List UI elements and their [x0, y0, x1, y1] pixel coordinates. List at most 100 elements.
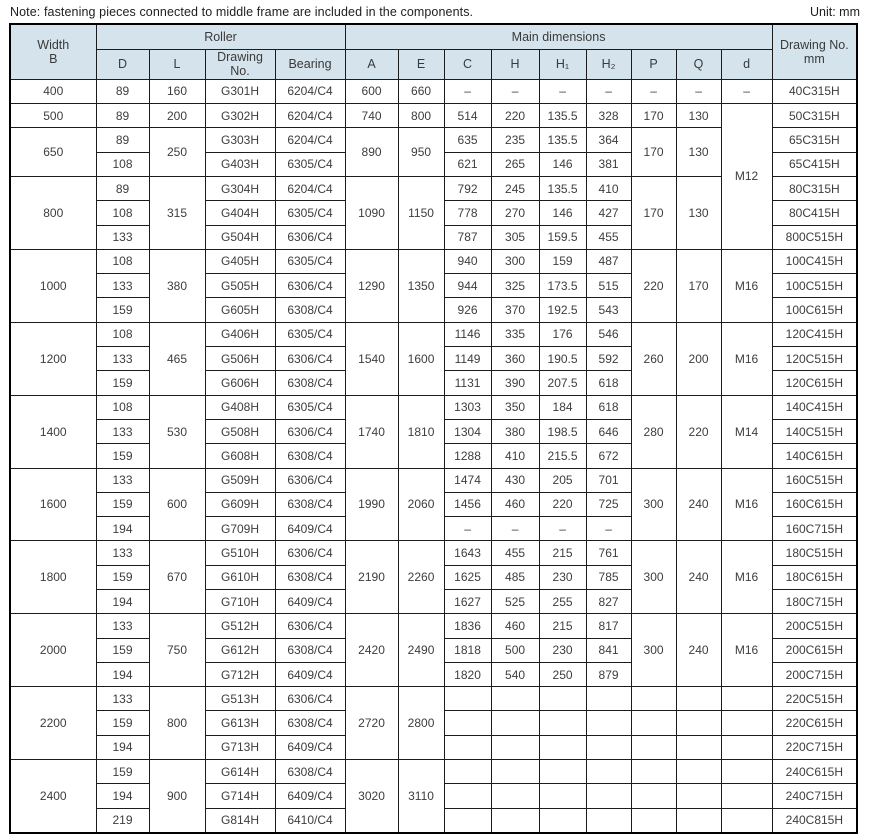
table-cell: 6409/C4 [274, 516, 346, 542]
table-cell: 230 [538, 637, 587, 663]
table-cell: 159 [95, 564, 150, 590]
table-cell: 646 [585, 418, 632, 445]
table-cell [490, 710, 540, 736]
table-row: 400 89 160 G301H 6204/C4 600 660– – – – – – –40C315H [9, 78, 858, 105]
table-cell: 455 [490, 540, 540, 566]
table-row: 1400 108 530 G408H 6305/C4 1740 1810 1303 350 184… [9, 394, 858, 469]
table-cell: 40C315H [771, 78, 858, 105]
table-cell: 670 [148, 540, 206, 615]
table-cell: 1800 [9, 540, 97, 615]
table-cell: 6306/C4 [274, 418, 346, 445]
table-cell [490, 783, 540, 809]
table-cell: 190.5 [538, 346, 587, 372]
table-cell: 200C615H [771, 637, 858, 663]
table-cell: 600 [344, 78, 399, 105]
table-cell: 6305/C4 [274, 248, 346, 275]
table-cell: 108 [95, 394, 150, 420]
table-cell: M14 [720, 394, 773, 469]
table-cell: 6308/C4 [274, 297, 346, 323]
table-cell: G712H [204, 661, 276, 688]
table-cell: 130 [675, 127, 722, 177]
table-cell: – [720, 78, 773, 105]
table-cell: 2800 [397, 686, 445, 761]
table-cell: 159 [95, 370, 150, 396]
table-cell [538, 710, 587, 736]
table-cell: 120C515H [771, 346, 858, 372]
table-cell: 328 [585, 103, 632, 129]
column-header: Main dimensions [344, 23, 773, 50]
table-cell: 215 [538, 613, 587, 639]
table-cell: 170 [675, 248, 722, 323]
table-cell: 525 [490, 588, 540, 615]
table-cell: 2720 [344, 686, 399, 761]
table-cell: 89 [95, 127, 150, 153]
column-header: Width B [9, 23, 97, 80]
table-cell: 6204/C4 [274, 175, 346, 202]
table-cell: G404H [204, 200, 276, 226]
table-cell: 6409/C4 [274, 734, 346, 761]
table-cell [443, 686, 492, 712]
table-cell: 800 [397, 103, 445, 129]
table-cell: 1149 [443, 346, 492, 372]
column-header: Drawing No. mm [771, 23, 858, 80]
table-cell [630, 710, 677, 736]
table-cell: M16 [720, 248, 773, 323]
table-cell: 1400 [9, 394, 97, 469]
column-header: Q [675, 49, 722, 80]
table-cell: G506H [204, 346, 276, 372]
table-cell: 140C615H [771, 443, 858, 469]
table-cell: 1304 [443, 418, 492, 445]
table-cell: 500 [9, 103, 97, 129]
table-cell: 245 [490, 175, 540, 202]
table-cell [490, 759, 540, 785]
table-cell: 146 [538, 200, 587, 226]
table-cell [720, 759, 773, 785]
table-cell: 2260 [397, 540, 445, 615]
table-cell: 725 [585, 491, 632, 518]
table-cell: 108 [95, 248, 150, 275]
table-cell: 2060 [397, 467, 445, 542]
table-cell: 173.5 [538, 273, 587, 299]
table-cell: 300 [630, 467, 677, 542]
table-cell: 2190 [344, 540, 399, 615]
table-cell: 792 [443, 175, 492, 202]
table-cell: 159 [95, 759, 150, 785]
table-cell: 618 [585, 394, 632, 420]
column-header: d [720, 49, 773, 80]
table-cell: 220 [490, 103, 540, 129]
table-cell: 250 [148, 127, 206, 177]
table-cell: 740 [344, 103, 399, 129]
table-cell: 800 [148, 686, 206, 761]
table-cell: – [490, 78, 540, 105]
table-cell: 485 [490, 564, 540, 590]
table-cell: 194 [95, 783, 150, 809]
table-cell [675, 783, 722, 809]
table-cell: G614H [204, 759, 276, 785]
table-cell: 487 [585, 248, 632, 275]
table-cell: 6308/C4 [274, 370, 346, 396]
table-cell: 1810 [397, 394, 445, 469]
table-cell: 380 [490, 418, 540, 445]
table-cell: – [490, 516, 540, 542]
table-cell: M16 [720, 540, 773, 615]
table-cell [630, 759, 677, 785]
table-cell: 250 [538, 661, 587, 688]
table-cell: 159 [95, 443, 150, 469]
table-cell: 235 [490, 127, 540, 153]
table-cell: 1090 [344, 175, 399, 250]
table-cell: 133 [95, 686, 150, 712]
table-cell: 108 [95, 151, 150, 177]
table-cell [538, 734, 587, 761]
table-cell: 6409/C4 [274, 588, 346, 615]
table-cell: G613H [204, 710, 276, 736]
table-cell: 1740 [344, 394, 399, 469]
table-cell: 205 [538, 467, 587, 493]
table-cell: 192.5 [538, 297, 587, 323]
table-cell: – [585, 516, 632, 542]
table-cell: 207.5 [538, 370, 587, 396]
table-cell: 240 [675, 613, 722, 688]
table-cell: 672 [585, 443, 632, 469]
table-cell: 6409/C4 [274, 783, 346, 809]
table-cell: G609H [204, 491, 276, 518]
table-cell: 600 [148, 467, 206, 542]
